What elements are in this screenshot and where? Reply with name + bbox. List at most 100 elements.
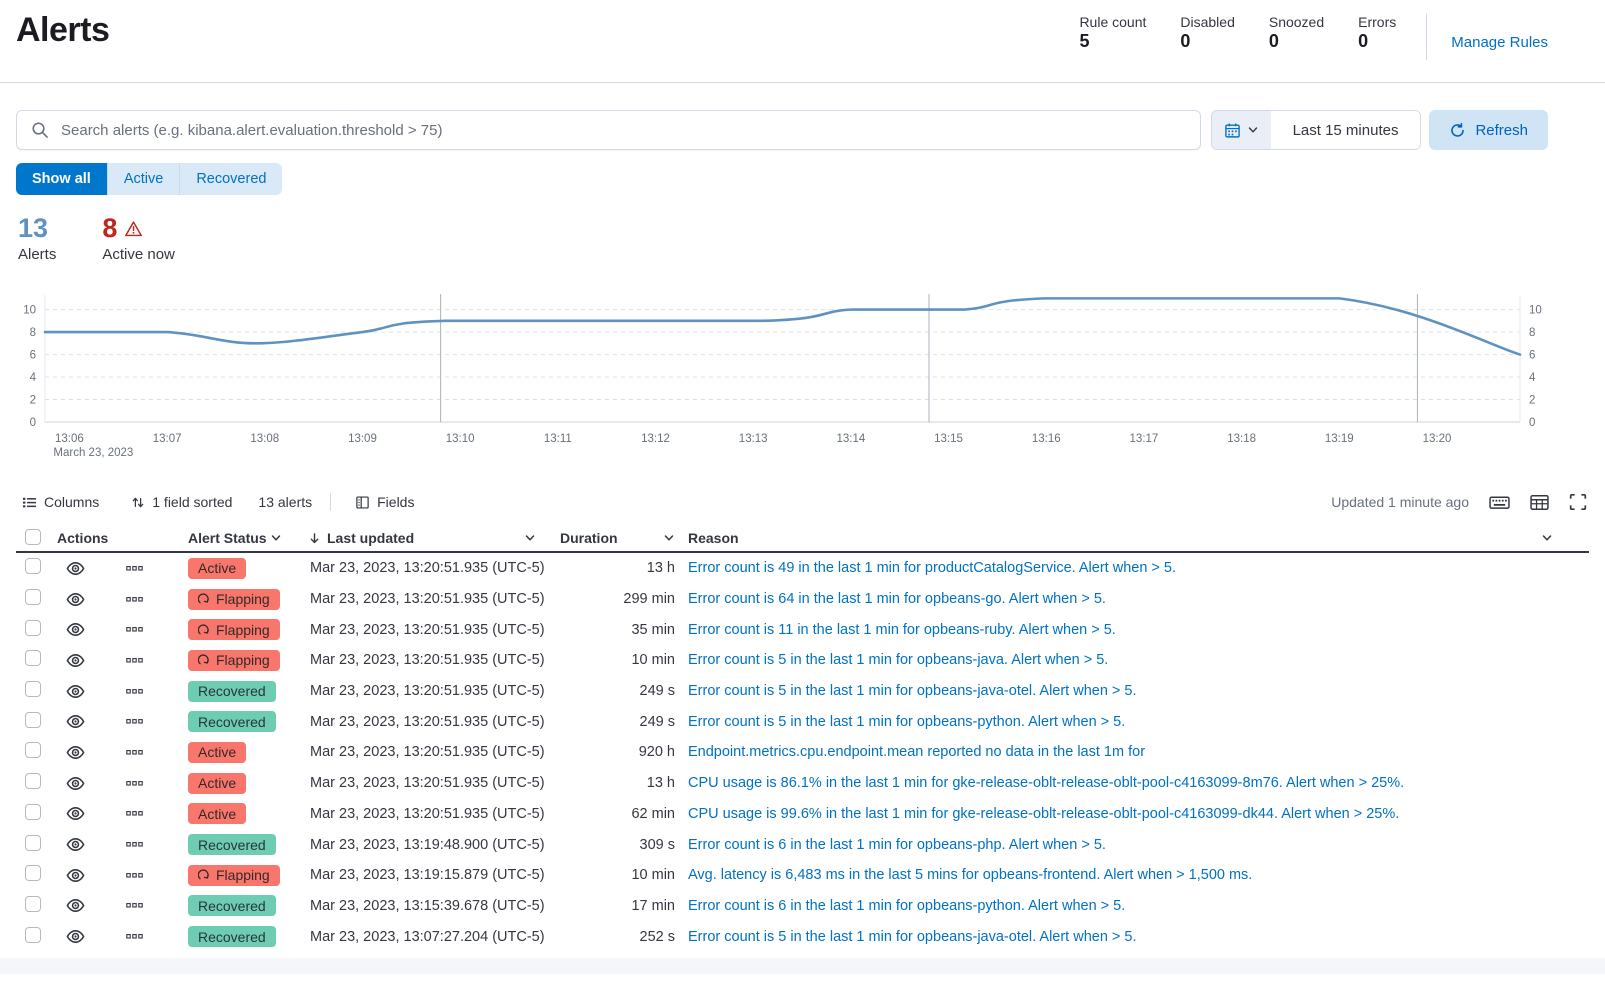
view-alert-details-button[interactable] — [66, 591, 85, 608]
column-header-reason[interactable]: Reason — [675, 530, 1589, 546]
column-header-duration[interactable]: Duration — [540, 530, 675, 546]
view-alert-details-button[interactable] — [66, 744, 85, 761]
filter-recovered[interactable]: Recovered — [179, 163, 283, 195]
alert-status-badge: Active — [188, 803, 247, 825]
reason-link[interactable]: Error count is 11 in the last 1 min for … — [688, 621, 1116, 638]
keyboard-shortcuts-button[interactable] — [1487, 492, 1512, 513]
row-checkbox[interactable] — [25, 926, 41, 943]
date-picker-calendar-button[interactable] — [1211, 111, 1271, 149]
rule-stat: Snoozed 0 — [1269, 14, 1324, 52]
last-updated-cell: Mar 23, 2023, 13:20:51.935 (UTC-5) — [310, 591, 545, 608]
row-checkbox[interactable] — [25, 895, 41, 912]
chevron-down-icon[interactable] — [1541, 532, 1553, 544]
view-alert-details-button[interactable] — [66, 775, 85, 792]
view-alert-details-button[interactable] — [66, 805, 85, 822]
more-actions-button[interactable] — [126, 747, 143, 758]
reason-link[interactable]: CPU usage is 99.6% in the last 1 min for… — [688, 805, 1400, 822]
chevron-down-icon[interactable] — [270, 532, 282, 544]
last-updated-cell: Mar 23, 2023, 13:20:51.935 (UTC-5) — [310, 713, 545, 730]
alert-status-badge: Recovered — [188, 680, 276, 702]
reason-link[interactable]: Endpoint.metrics.cpu.endpoint.mean repor… — [688, 744, 1146, 761]
fields-button[interactable]: Fields — [349, 493, 420, 511]
more-actions-button[interactable] — [126, 931, 143, 942]
alerts-count-toolbar: 13 alerts — [258, 494, 313, 510]
more-actions-button[interactable] — [126, 655, 143, 666]
fields-label: Fields — [377, 494, 415, 510]
more-actions-button[interactable] — [126, 716, 143, 727]
table-row: Flapping Mar 23, 2023, 13:20:51.935 (UTC… — [16, 645, 1589, 676]
search-box[interactable] — [16, 110, 1201, 150]
column-header-last-updated[interactable]: Last updated — [292, 530, 540, 546]
more-actions-button[interactable] — [126, 900, 143, 911]
refresh-button[interactable]: Refresh — [1429, 110, 1548, 150]
alerts-histogram[interactable]: 0 0 2 2 4 4 6 6 8 8 10 10 13:06 13:07 13:08 13:09 13:10 1… — [16, 293, 1589, 465]
view-alert-details-button[interactable] — [66, 621, 85, 638]
more-actions-button[interactable] — [126, 778, 143, 789]
manage-rules-link[interactable]: Manage Rules — [1451, 33, 1548, 51]
reason-link[interactable]: Error count is 6 in the last 1 min for o… — [688, 897, 1126, 914]
time-range-button[interactable]: Last 15 minutes — [1270, 111, 1421, 149]
row-checkbox[interactable] — [25, 558, 41, 575]
fullscreen-button[interactable] — [1567, 491, 1589, 513]
reason-link[interactable]: Error count is 49 in the last 1 min for … — [688, 560, 1177, 577]
view-alert-details-button[interactable] — [66, 867, 85, 884]
more-actions-button[interactable] — [126, 594, 143, 605]
more-actions-button[interactable] — [126, 686, 143, 697]
row-checkbox[interactable] — [25, 681, 41, 698]
reason-link[interactable]: Error count is 64 in the last 1 min for … — [688, 591, 1106, 608]
rule-stats: Rule count 5 Disabled 0 Snoozed 0 Errors… — [1079, 14, 1396, 52]
view-alert-details-button[interactable] — [66, 897, 85, 914]
row-checkbox[interactable] — [25, 650, 41, 667]
row-checkbox[interactable] — [25, 711, 41, 728]
filter-show-all[interactable]: Show all — [16, 163, 107, 195]
calendar-icon — [1224, 122, 1241, 139]
sort-fields-button[interactable]: 1 field sorted — [125, 493, 238, 511]
more-actions-button[interactable] — [126, 563, 143, 574]
date-range-picker[interactable]: Last 15 minutes — [1210, 110, 1422, 150]
view-alert-details-button[interactable] — [66, 713, 85, 730]
chevron-down-icon[interactable] — [524, 532, 536, 544]
row-checkbox[interactable] — [25, 589, 41, 606]
filter-active[interactable]: Active — [106, 163, 180, 195]
view-alert-details-button[interactable] — [66, 836, 85, 853]
columns-button[interactable]: Columns — [16, 493, 105, 511]
reason-link[interactable]: Error count is 5 in the last 1 min for o… — [688, 928, 1137, 945]
row-checkbox[interactable] — [25, 742, 41, 759]
alert-status-label: Recovered — [198, 928, 266, 945]
refresh-label: Refresh — [1475, 121, 1528, 139]
view-alert-details-button[interactable] — [66, 652, 85, 669]
reason-link[interactable]: Error count is 6 in the last 1 min for o… — [688, 836, 1106, 853]
search-input[interactable] — [59, 120, 1186, 140]
row-checkbox[interactable] — [25, 619, 41, 636]
chevron-down-icon[interactable] — [663, 532, 675, 544]
view-alert-details-button[interactable] — [66, 683, 85, 700]
more-actions-button[interactable] — [126, 839, 143, 850]
row-checkbox[interactable] — [25, 773, 41, 790]
svg-text:13:14: 13:14 — [836, 433, 865, 445]
column-header-alert-status[interactable]: Alert Status — [170, 530, 292, 546]
alert-status-badge: Recovered — [188, 895, 276, 917]
more-actions-button[interactable] — [126, 808, 143, 819]
reason-link[interactable]: Avg. latency is 6,483 ms in the last 5 m… — [688, 867, 1253, 884]
display-options-button[interactable] — [1528, 492, 1551, 513]
row-checkbox[interactable] — [25, 865, 41, 882]
table-row: Recovered Mar 23, 2023, 13:20:51.935 (UT… — [16, 706, 1589, 737]
reason-link[interactable]: Error count is 5 in the last 1 min for o… — [688, 652, 1109, 669]
row-checkbox[interactable] — [25, 834, 41, 851]
svg-text:10: 10 — [23, 305, 36, 317]
select-all-checkbox[interactable] — [25, 528, 41, 545]
horizontal-scrollbar-track[interactable] — [0, 957, 1605, 974]
reason-link[interactable]: CPU usage is 86.1% in the last 1 min for… — [688, 775, 1405, 792]
more-actions-button[interactable] — [126, 870, 143, 881]
table-row: Recovered Mar 23, 2023, 13:20:51.935 (UT… — [16, 676, 1589, 707]
view-alert-details-button[interactable] — [66, 928, 85, 945]
row-checkbox[interactable] — [25, 803, 41, 820]
last-updated-cell: Mar 23, 2023, 13:20:51.935 (UTC-5) — [310, 652, 545, 669]
reason-link[interactable]: Error count is 5 in the last 1 min for o… — [688, 713, 1126, 730]
table-row: Active Mar 23, 2023, 13:20:51.935 (UTC-5… — [16, 737, 1589, 768]
view-alert-details-button[interactable] — [66, 560, 85, 577]
fields-icon — [355, 495, 370, 510]
reason-link[interactable]: Error count is 5 in the last 1 min for o… — [688, 683, 1137, 700]
more-actions-button[interactable] — [126, 624, 143, 635]
svg-text:6: 6 — [1529, 350, 1535, 362]
